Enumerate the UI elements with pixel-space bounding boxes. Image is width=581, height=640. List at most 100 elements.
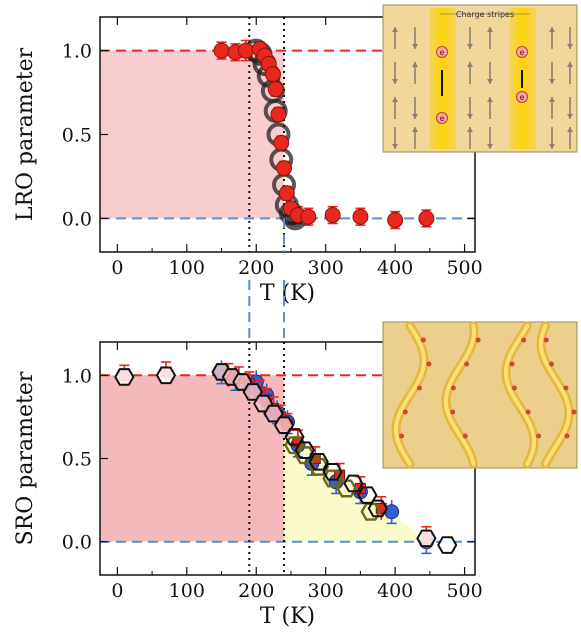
bot-xtick-label: 200 xyxy=(238,580,274,602)
wavy-charge-dot xyxy=(521,337,527,343)
spin-arrow-head xyxy=(567,44,573,49)
wavy-charge-dot xyxy=(571,409,577,415)
spin-arrow-head xyxy=(392,97,398,102)
wavy-charge-dot xyxy=(525,409,531,415)
bot-xtick-label: 0 xyxy=(111,580,123,602)
spin-arrow-head xyxy=(549,144,555,149)
spin-arrow-head xyxy=(567,114,573,119)
electron-markers: e e e e xyxy=(436,46,528,124)
lro-red-point xyxy=(264,66,281,83)
wavy-charge-dot xyxy=(475,337,481,343)
sro-olive-hexagon xyxy=(336,479,357,498)
spin-arrow-head xyxy=(392,144,398,149)
lro-ordered-region xyxy=(100,50,285,219)
electron-glyph: e xyxy=(440,114,445,123)
wavy-charge-dot xyxy=(536,433,542,439)
electron-glyph: e xyxy=(440,48,445,57)
spin-arrow-head xyxy=(412,114,418,119)
sro-panel: 0 100 200 300 400 500 0.0 0.5 1.0 T (K) SRO para… xyxy=(13,341,483,629)
panel-connector-lines xyxy=(248,218,286,342)
charge-stripes-inset: Charge stripes e e e e xyxy=(382,4,578,153)
sro-olive-hexagon xyxy=(284,436,305,455)
fluctuating-stripes-inset xyxy=(382,321,578,469)
wavy-stripe-highlight xyxy=(504,324,536,466)
lro-red-point xyxy=(270,106,287,123)
wavy-charge-dot xyxy=(509,361,515,367)
wavy-charge-dot xyxy=(399,433,405,439)
bot-ytick-label: 0.5 xyxy=(62,449,92,471)
wavy-charge-dot xyxy=(464,361,470,367)
top-xtick-label: 0 xyxy=(111,257,123,279)
lro-red-point xyxy=(418,210,435,227)
bot-xtick-label: 300 xyxy=(308,580,344,602)
bot-xtick-label: 100 xyxy=(169,580,205,602)
sro-black-hexagon xyxy=(437,536,458,554)
top-ytick-label: 1.0 xyxy=(62,41,92,63)
charge-stripes-label: Charge stripes xyxy=(456,10,514,19)
spin-arrow-head xyxy=(487,27,493,32)
wavy-charge-dot xyxy=(462,433,468,439)
top-ytick-label: 0.0 xyxy=(62,208,92,230)
top-xtick-label: 400 xyxy=(377,257,413,279)
wavy-charge-dot xyxy=(416,385,422,391)
electron-marker xyxy=(516,91,528,103)
top-xtick-label: 100 xyxy=(169,257,205,279)
wavy-stripe-highlight xyxy=(394,324,426,466)
bot-xtick-label: 400 xyxy=(377,580,413,602)
spin-arrow-head xyxy=(467,62,473,67)
bot-shade-1 xyxy=(284,421,430,542)
spin-arrow-head xyxy=(467,127,473,132)
wavy-charge-dot xyxy=(426,361,432,367)
top-shade-0 xyxy=(100,50,285,219)
spin-arrow-head xyxy=(487,144,493,149)
wavy-charge-dot xyxy=(564,433,570,439)
wavy-stripes xyxy=(391,321,577,469)
spin-arrow-head xyxy=(549,97,555,102)
sro-olive-hexagon xyxy=(308,457,330,476)
bot-shade-0 xyxy=(100,375,285,542)
electron-marker xyxy=(436,112,448,124)
sro-black-hexagon xyxy=(322,463,343,481)
bot-ytick-label: 0.0 xyxy=(62,532,92,554)
sro-x-axis-label: T (K) xyxy=(260,604,315,629)
spin-arrow-head xyxy=(567,62,573,67)
sro-olive-hexagon xyxy=(360,502,382,521)
sro-y-axis-label: SRO parameter xyxy=(13,371,38,545)
sro-black-hexagon xyxy=(416,529,437,548)
sro-olive-hexagon xyxy=(322,469,344,488)
sro-black-hexagon xyxy=(308,453,329,471)
spin-arrow-head xyxy=(487,79,493,84)
electron-marker xyxy=(436,46,448,58)
sro-black-hexagon xyxy=(273,416,295,435)
sro-black-hexagon xyxy=(367,499,388,518)
spin-arrow-head xyxy=(412,127,418,132)
top-xtick-label: 500 xyxy=(446,257,482,279)
lro-red-point xyxy=(237,42,254,59)
sro-data-series xyxy=(114,360,458,555)
spin-arrow-head xyxy=(467,44,473,49)
spin-arrow-head xyxy=(392,79,398,84)
wavy-charge-dot xyxy=(420,337,426,343)
lro-red-point xyxy=(213,42,230,59)
lro-red-point xyxy=(276,160,293,177)
top-ytick-label: 0.5 xyxy=(62,125,92,147)
electron-glyph: e xyxy=(520,48,525,57)
wavy-stripe-highlight xyxy=(444,324,477,466)
lro-red-point xyxy=(352,208,369,225)
wavy-charge-dot xyxy=(402,409,408,415)
lro-red-point xyxy=(278,185,295,202)
top-xtick-label: 200 xyxy=(238,257,274,279)
wavy-charge-dot xyxy=(450,409,456,415)
spin-arrow-head xyxy=(467,114,473,119)
wavy-charge-dot xyxy=(511,385,517,391)
sro-black-hexagon xyxy=(343,474,364,493)
lro-panel: 0 100 200 300 400 500 0.0 0.5 1.0 T (K) LRO para… xyxy=(13,16,483,306)
spin-arrow-head xyxy=(549,79,555,84)
sro-black-hexagon xyxy=(114,368,135,386)
electron-glyph: e xyxy=(520,93,525,102)
wavy-charge-dot xyxy=(450,385,456,391)
spin-arrow-head xyxy=(549,27,555,32)
lro-data-series xyxy=(213,38,435,231)
sro-ticks: 0 100 200 300 400 500 0.0 0.5 1.0 xyxy=(62,342,483,602)
